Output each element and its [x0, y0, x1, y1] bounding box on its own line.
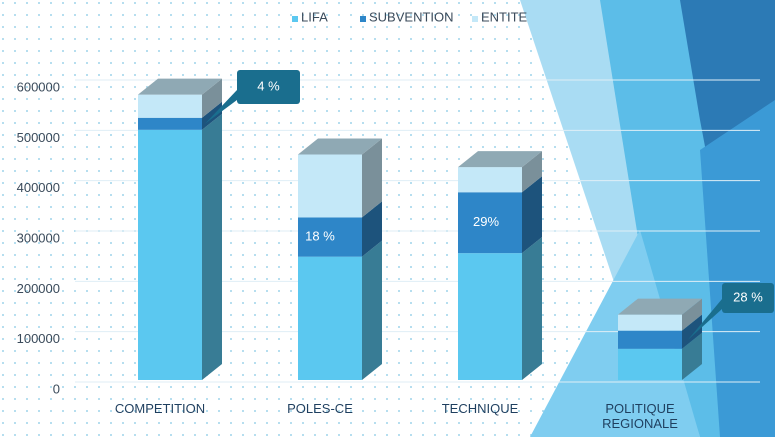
y-tick-label: 0 [53, 381, 60, 396]
bar-side [362, 201, 382, 257]
bar-side [522, 237, 542, 380]
bar-segment [458, 192, 522, 254]
legend-swatch [472, 16, 478, 22]
bg-shape [530, 230, 700, 437]
bar-side [362, 240, 382, 380]
y-tick-label: 600000 [17, 79, 60, 94]
bar-segment [298, 256, 362, 380]
bar-side [202, 101, 222, 130]
bar-segment [618, 348, 682, 380]
callout-box [237, 70, 300, 104]
bar-side [682, 332, 702, 380]
callout-pointer [205, 90, 237, 124]
annotation: 28 % [733, 289, 763, 304]
bar-segment [458, 167, 522, 193]
legend-label: LIFA [301, 9, 328, 24]
x-tick-label: POLES-CE [287, 401, 353, 416]
legend-label: SUBVENTION [369, 9, 454, 24]
bar-side [682, 314, 702, 349]
x-tick-label: POLITIQUE REGIONALE [602, 401, 678, 431]
annotation: 4 % [257, 78, 280, 93]
y-tick-label: 100000 [17, 331, 60, 346]
bar-segment [618, 330, 682, 349]
bar-top [298, 138, 382, 155]
x-tick-label: TECHNIQUE [441, 401, 519, 416]
x-tick-label: COMPETITION [114, 401, 206, 416]
callout-box [722, 283, 774, 313]
bar-side [522, 176, 542, 254]
y-tick-label: 500000 [17, 130, 60, 145]
bar-segment [618, 314, 682, 331]
y-tick-label: 400000 [17, 180, 60, 195]
bar-segment [458, 253, 522, 380]
bar-top [458, 151, 542, 168]
bar-side [202, 78, 222, 118]
legend-label: ENTITE [481, 9, 528, 24]
annotation: 29% [473, 214, 499, 229]
callout-pointer [688, 299, 722, 340]
bg-shape [700, 100, 775, 437]
bar-side [682, 298, 702, 331]
bar-segment [138, 117, 202, 130]
annotation: 18 % [305, 228, 335, 243]
bar-side [362, 138, 382, 218]
bar-top [618, 298, 702, 315]
legend-swatch [360, 16, 366, 22]
legend-swatch [292, 16, 298, 22]
y-tick-label: 300000 [17, 230, 60, 245]
bar-segment [298, 217, 362, 257]
bar-segment [298, 154, 362, 218]
bar-segment [138, 129, 202, 380]
y-tick-label: 200000 [17, 281, 60, 296]
bar-side [202, 113, 222, 381]
bar-segment [138, 94, 202, 118]
bar-top [138, 78, 222, 95]
bar-side [522, 151, 542, 193]
